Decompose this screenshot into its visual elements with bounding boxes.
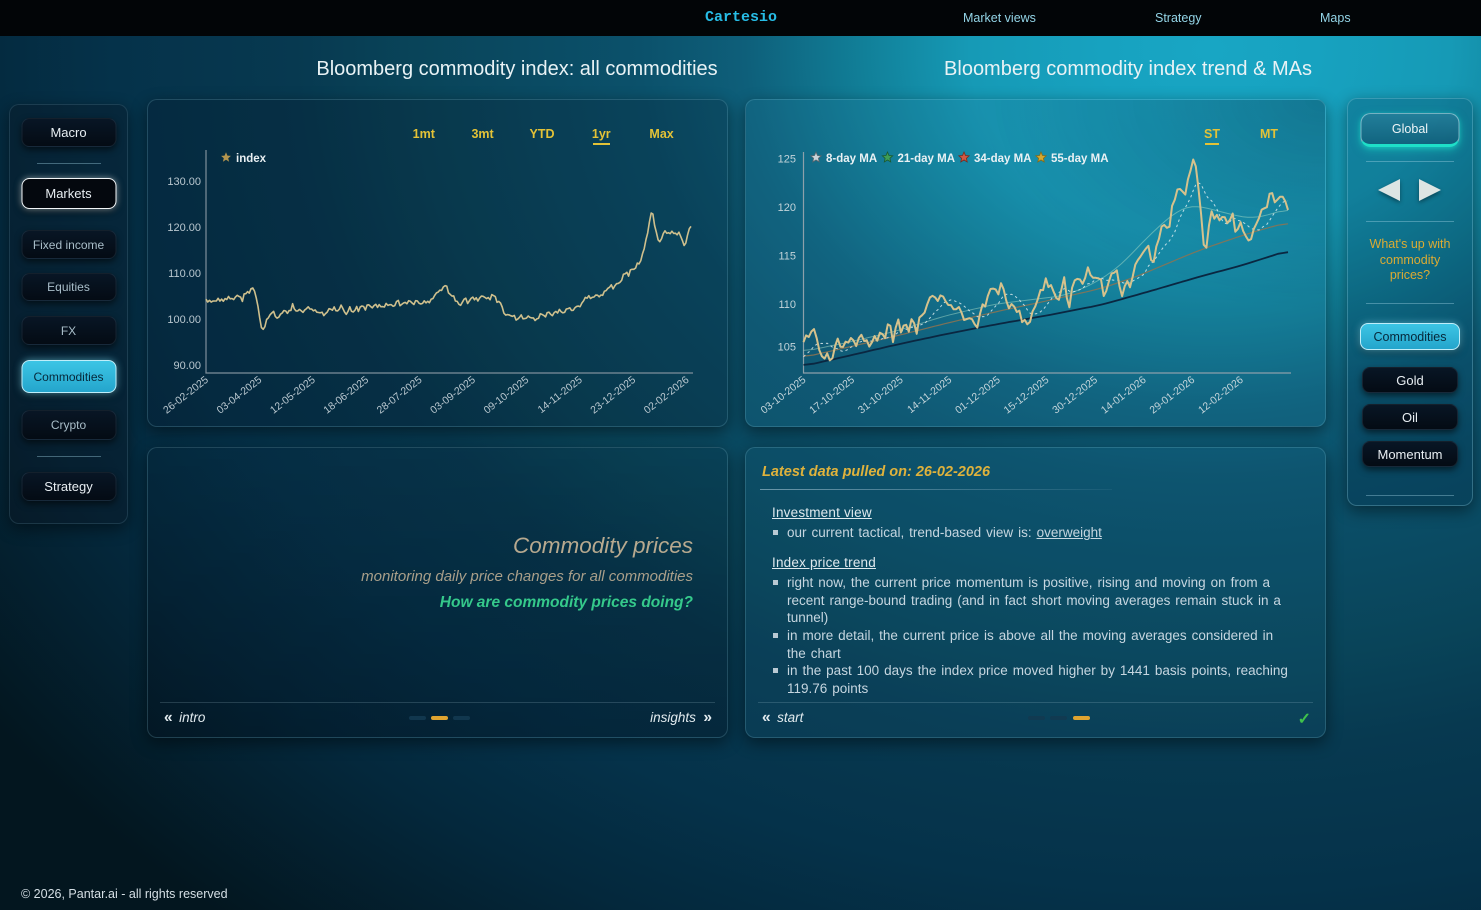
- svg-text:1yr: 1yr: [592, 127, 611, 141]
- svg-text:17-10-2025: 17-10-2025: [807, 374, 857, 417]
- svg-text:14-11-2025: 14-11-2025: [905, 374, 954, 416]
- svg-text:1mt: 1mt: [413, 127, 436, 141]
- svg-text:MT: MT: [1260, 127, 1278, 141]
- svg-text:03-09-2025: 03-09-2025: [428, 374, 478, 417]
- svg-text:YTD: YTD: [530, 127, 555, 141]
- svg-text:8-day MA: 8-day MA: [826, 153, 877, 165]
- svg-text:03-04-2025: 03-04-2025: [215, 374, 265, 417]
- svg-text:120.00: 120.00: [167, 222, 201, 234]
- svg-text:12-02-2026: 12-02-2026: [1196, 374, 1246, 417]
- svg-text:34-day MA: 34-day MA: [974, 153, 1032, 165]
- svg-text:29-01-2026: 29-01-2026: [1147, 374, 1197, 417]
- svg-text:110: 110: [778, 299, 796, 311]
- svg-text:ST: ST: [1204, 127, 1220, 141]
- svg-text:12-05-2025: 12-05-2025: [268, 374, 318, 417]
- svg-text:120: 120: [778, 202, 796, 214]
- svg-text:14-01-2026: 14-01-2026: [1099, 374, 1149, 417]
- svg-text:115: 115: [778, 251, 796, 263]
- svg-text:23-12-2025: 23-12-2025: [588, 374, 638, 417]
- svg-text:90.00: 90.00: [173, 360, 201, 372]
- svg-text:02-02-2026: 02-02-2026: [642, 374, 692, 417]
- svg-text:55-day MA: 55-day MA: [1051, 153, 1109, 165]
- svg-text:03-10-2025: 03-10-2025: [759, 374, 809, 417]
- svg-text:110.00: 110.00: [168, 268, 201, 280]
- svg-text:125: 125: [778, 154, 796, 166]
- svg-text:09-10-2025: 09-10-2025: [482, 374, 532, 417]
- svg-text:index: index: [236, 153, 267, 165]
- svg-text:130.00: 130.00: [167, 176, 201, 188]
- svg-text:15-12-2025: 15-12-2025: [1002, 374, 1052, 417]
- svg-text:14-11-2025: 14-11-2025: [536, 374, 585, 416]
- svg-text:26-02-2025: 26-02-2025: [161, 374, 211, 417]
- svg-text:Max: Max: [649, 127, 673, 141]
- svg-text:30-12-2025: 30-12-2025: [1050, 374, 1100, 417]
- svg-text:18-06-2025: 18-06-2025: [321, 374, 371, 417]
- svg-text:100.00: 100.00: [167, 314, 201, 326]
- svg-text:21-day MA: 21-day MA: [898, 153, 956, 165]
- svg-text:31-10-2025: 31-10-2025: [856, 374, 906, 417]
- svg-text:01-12-2025: 01-12-2025: [953, 374, 1003, 417]
- svg-text:28-07-2025: 28-07-2025: [375, 374, 425, 417]
- svg-text:105: 105: [778, 342, 796, 354]
- svg-text:3mt: 3mt: [471, 127, 494, 141]
